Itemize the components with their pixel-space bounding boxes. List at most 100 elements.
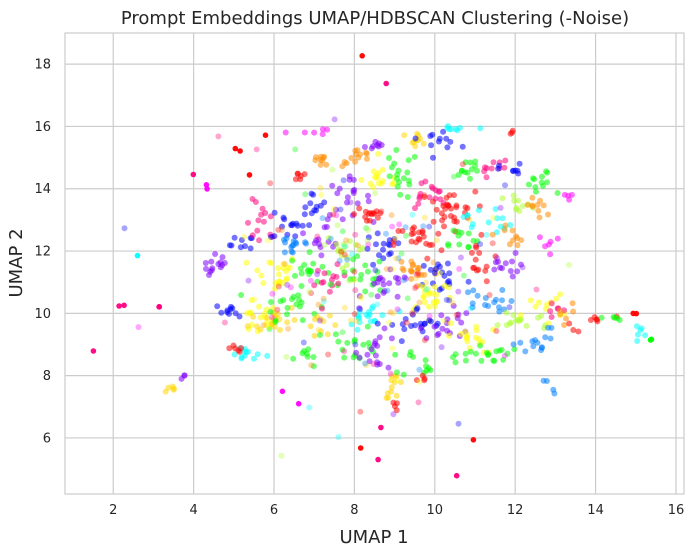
scatter-point — [467, 175, 473, 182]
scatter-point — [509, 258, 515, 265]
scatter-point — [421, 288, 428, 295]
scatter-point — [298, 270, 305, 277]
scatter-point — [215, 133, 222, 140]
scatter-point — [311, 282, 318, 289]
scatter-point — [244, 323, 251, 330]
scatter-point — [361, 144, 368, 150]
scatter-point — [363, 362, 370, 368]
scatter-point — [330, 211, 337, 218]
scatter-point — [354, 242, 361, 249]
scatter-point — [443, 135, 450, 142]
scatter-point — [429, 241, 435, 248]
scatter-point — [545, 320, 552, 327]
scatter-point — [544, 169, 551, 176]
scatter-point — [301, 211, 308, 218]
scatter-point — [301, 129, 308, 136]
scatter-point — [170, 386, 177, 393]
scatter-point — [411, 153, 418, 160]
scatter-point — [561, 322, 568, 328]
scatter-point — [388, 212, 395, 219]
scatter-point — [385, 364, 392, 371]
scatter-point — [472, 162, 479, 169]
scatter-point — [394, 183, 401, 190]
scatter-point — [253, 146, 260, 153]
scatter-point — [397, 191, 404, 198]
scatter-point — [570, 327, 577, 333]
scatter-point — [414, 130, 421, 137]
scatter-point — [241, 348, 248, 355]
scatter-point — [467, 159, 474, 166]
scatter-point — [412, 285, 419, 291]
scatter-point — [363, 150, 370, 157]
scatter-point — [533, 286, 540, 293]
scatter-point — [482, 302, 488, 308]
scatter-point — [489, 240, 496, 247]
scatter-point — [190, 171, 197, 178]
scatter-point — [633, 310, 640, 317]
scatter-point — [547, 335, 554, 342]
scatter-point — [489, 231, 496, 238]
scatter-point — [412, 143, 419, 150]
scatter-point — [366, 217, 373, 224]
scatter-point — [548, 300, 555, 307]
scatter-point — [518, 261, 524, 268]
scatter-point — [364, 237, 371, 244]
scatter-point — [478, 357, 485, 364]
scatter-point — [295, 400, 302, 407]
scatter-point — [431, 270, 438, 276]
scatter-point — [219, 254, 226, 261]
scatter-point — [437, 270, 443, 277]
y-tick-label: 8 — [43, 369, 51, 384]
scatter-point — [535, 207, 542, 214]
scatter-point — [490, 159, 497, 166]
scatter-point — [424, 285, 431, 292]
scatter-point — [290, 355, 297, 362]
scatter-point — [288, 304, 295, 311]
scatter-point — [543, 378, 550, 384]
scatter-point — [277, 327, 283, 333]
scatter-point — [332, 206, 339, 213]
scatter-point — [305, 346, 312, 353]
scatter-point — [282, 239, 288, 246]
scatter-point — [515, 170, 522, 177]
scatter-point — [490, 357, 497, 364]
scatter-point — [364, 351, 371, 358]
scatter-point — [221, 319, 228, 326]
scatter-point — [485, 219, 492, 226]
scatter-point — [408, 275, 415, 282]
scatter-point — [343, 237, 350, 244]
scatter-point — [465, 244, 472, 251]
scatter-point — [341, 304, 348, 311]
scatter-point — [351, 268, 358, 275]
scatter-point — [547, 308, 554, 315]
scatter-point — [566, 196, 573, 203]
scatter-point — [306, 222, 313, 229]
scatter-point — [510, 167, 517, 174]
scatter-point — [575, 328, 582, 335]
scatter-point — [450, 302, 457, 309]
scatter-point — [413, 271, 420, 278]
scatter-point — [298, 283, 305, 289]
scatter-point — [204, 186, 210, 192]
scatter-point — [323, 223, 330, 230]
scatter-point — [534, 339, 541, 346]
scatter-point — [286, 264, 293, 271]
scatter-point — [374, 359, 381, 366]
scatter-point — [587, 317, 594, 323]
scatter-point — [367, 180, 374, 187]
x-tick-label: 14 — [587, 503, 604, 518]
scatter-point — [380, 289, 387, 296]
scatter-point — [459, 161, 466, 168]
scatter-point — [218, 309, 225, 316]
scatter-point — [329, 166, 336, 173]
scatter-point — [548, 314, 555, 320]
scatter-point — [375, 275, 382, 282]
scatter-point — [282, 129, 289, 136]
scatter-point — [536, 214, 543, 221]
scatter-point — [370, 261, 377, 268]
scatter-point — [454, 228, 461, 235]
scatter-point — [310, 191, 317, 198]
scatter-point — [238, 292, 245, 298]
scatter-point — [561, 307, 568, 314]
scatter-point — [356, 205, 363, 212]
